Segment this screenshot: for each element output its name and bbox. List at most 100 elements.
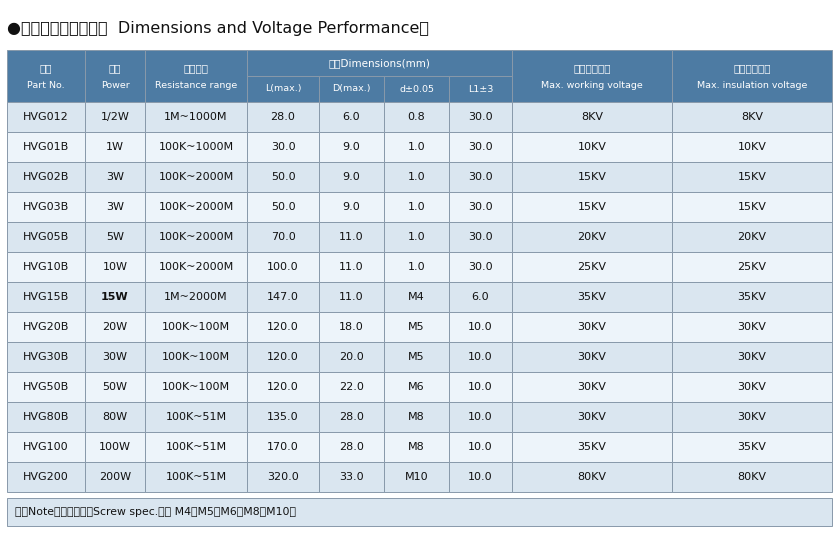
Bar xyxy=(672,192,832,222)
Text: 30.0: 30.0 xyxy=(468,232,492,242)
Text: Power: Power xyxy=(101,80,129,89)
Bar xyxy=(145,162,247,192)
Text: 30KV: 30KV xyxy=(577,382,607,392)
Text: D(max.): D(max.) xyxy=(332,84,371,94)
Text: d±0.05: d±0.05 xyxy=(399,84,434,94)
Text: 30KV: 30KV xyxy=(577,412,607,422)
Text: 8KV: 8KV xyxy=(741,112,763,122)
Bar xyxy=(145,222,247,252)
Text: 135.0: 135.0 xyxy=(267,412,299,422)
Bar xyxy=(672,342,832,372)
Text: 15W: 15W xyxy=(102,292,129,302)
Text: 30.0: 30.0 xyxy=(271,142,295,152)
Text: 22.0: 22.0 xyxy=(339,382,364,392)
Bar xyxy=(384,102,449,132)
Bar xyxy=(449,432,512,462)
Text: 33.0: 33.0 xyxy=(339,472,364,482)
Text: 80KV: 80KV xyxy=(737,472,767,482)
Bar xyxy=(384,222,449,252)
Bar xyxy=(512,312,672,342)
Bar xyxy=(319,76,384,102)
Text: 10.0: 10.0 xyxy=(468,322,492,332)
Text: HVG80B: HVG80B xyxy=(23,412,69,422)
Bar xyxy=(85,222,145,252)
Text: 最大工作电压: 最大工作电压 xyxy=(573,63,611,73)
Bar xyxy=(247,252,319,282)
Text: 30.0: 30.0 xyxy=(468,112,492,122)
Text: 3W: 3W xyxy=(106,172,124,182)
Bar xyxy=(319,102,384,132)
Text: 10KV: 10KV xyxy=(737,142,767,152)
Bar xyxy=(85,432,145,462)
Bar xyxy=(512,432,672,462)
Text: 35KV: 35KV xyxy=(577,442,607,452)
Text: 50.0: 50.0 xyxy=(271,172,295,182)
Text: 10.0: 10.0 xyxy=(468,442,492,452)
Bar xyxy=(672,372,832,402)
Bar xyxy=(512,402,672,432)
Text: 15KV: 15KV xyxy=(577,202,607,212)
Bar xyxy=(85,312,145,342)
Text: 5W: 5W xyxy=(106,232,124,242)
Text: 10W: 10W xyxy=(102,262,128,272)
Bar xyxy=(512,162,672,192)
Text: HVG30B: HVG30B xyxy=(23,352,69,362)
Text: 30.0: 30.0 xyxy=(468,262,492,272)
Text: 9.0: 9.0 xyxy=(342,172,361,182)
Text: 30.0: 30.0 xyxy=(468,142,492,152)
Bar xyxy=(449,252,512,282)
Bar xyxy=(85,162,145,192)
Bar xyxy=(145,372,247,402)
Text: M5: M5 xyxy=(409,322,425,332)
Text: 30KV: 30KV xyxy=(737,322,767,332)
Text: 100K~51M: 100K~51M xyxy=(165,472,227,482)
Text: 10.0: 10.0 xyxy=(468,472,492,482)
Bar xyxy=(672,402,832,432)
Bar xyxy=(384,132,449,162)
Bar xyxy=(672,102,832,132)
Text: L1±3: L1±3 xyxy=(468,84,493,94)
Text: HVG03B: HVG03B xyxy=(23,202,69,212)
Bar xyxy=(145,282,247,312)
Text: 11.0: 11.0 xyxy=(339,262,364,272)
Bar xyxy=(449,222,512,252)
Bar xyxy=(247,192,319,222)
Bar xyxy=(319,372,384,402)
Bar xyxy=(145,342,247,372)
Bar xyxy=(85,50,145,102)
Text: 18.0: 18.0 xyxy=(339,322,364,332)
Text: HVG05B: HVG05B xyxy=(23,232,69,242)
Bar xyxy=(247,222,319,252)
Bar xyxy=(247,342,319,372)
Bar xyxy=(384,162,449,192)
Text: 28.0: 28.0 xyxy=(339,412,364,422)
Bar xyxy=(247,432,319,462)
Bar xyxy=(7,402,85,432)
Text: 1.0: 1.0 xyxy=(408,142,425,152)
Bar xyxy=(449,282,512,312)
Bar xyxy=(319,282,384,312)
Bar xyxy=(7,162,85,192)
Text: HVG20B: HVG20B xyxy=(23,322,69,332)
Bar xyxy=(384,252,449,282)
Bar xyxy=(247,132,319,162)
Bar xyxy=(85,462,145,492)
Bar xyxy=(384,462,449,492)
Text: 8KV: 8KV xyxy=(581,112,603,122)
Bar xyxy=(7,282,85,312)
Bar xyxy=(672,432,832,462)
Bar xyxy=(145,192,247,222)
Bar xyxy=(672,50,832,102)
Bar xyxy=(449,312,512,342)
Text: 28.0: 28.0 xyxy=(270,112,295,122)
Text: 120.0: 120.0 xyxy=(267,322,299,332)
Text: 100.0: 100.0 xyxy=(267,262,299,272)
Text: HVG012: HVG012 xyxy=(23,112,69,122)
Text: M8: M8 xyxy=(408,412,425,422)
Bar xyxy=(319,252,384,282)
Bar xyxy=(449,102,512,132)
Text: Resistance range: Resistance range xyxy=(155,80,237,89)
Bar xyxy=(247,50,512,76)
Text: 9.0: 9.0 xyxy=(342,142,361,152)
Text: M8: M8 xyxy=(408,442,425,452)
